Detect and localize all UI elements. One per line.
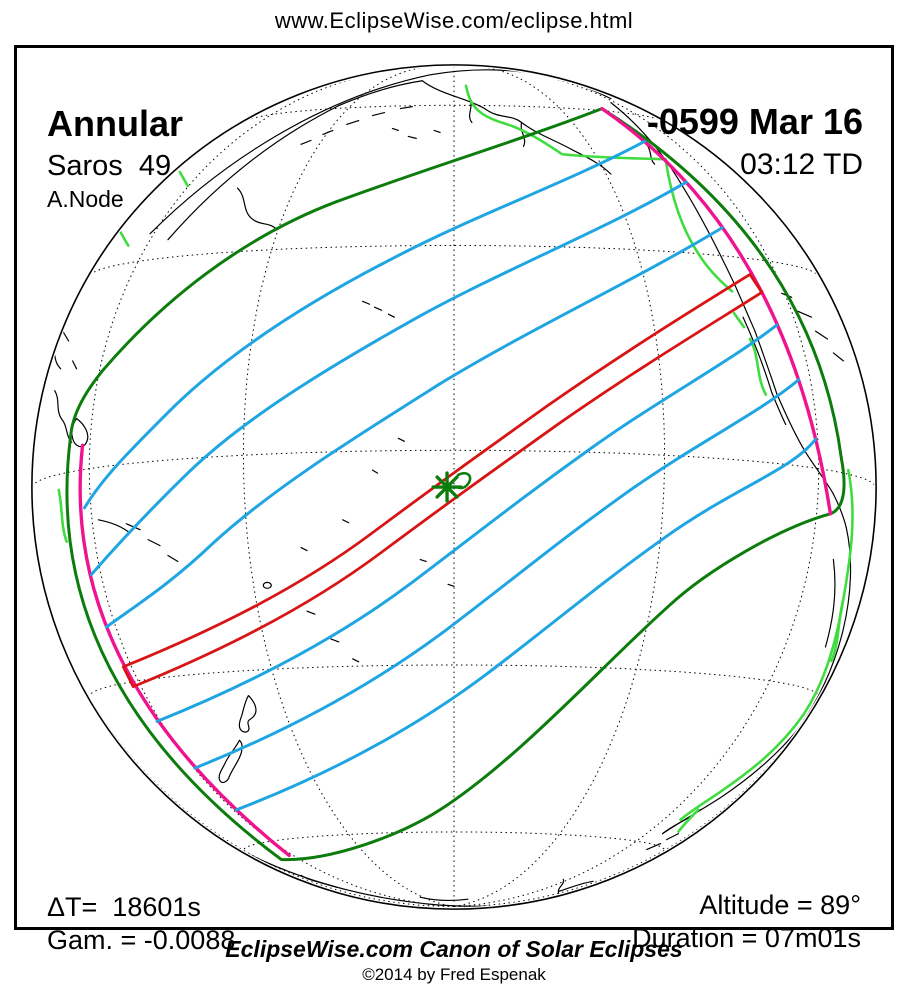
delta-t-label: ΔT= 18601s xyxy=(47,892,201,922)
eclipse-date-label: -0599 Mar 16 xyxy=(646,101,863,142)
highlighted-coast-lines xyxy=(57,84,854,833)
globe-outline xyxy=(31,64,877,910)
penumbral-limit-line xyxy=(65,107,846,861)
node-label: A.Node xyxy=(47,186,124,212)
sunrise-sunset-limit-lines xyxy=(78,106,833,858)
gamma-label: Gam. = -0.0088 xyxy=(47,925,236,955)
eclipse-map-frame: Annular Saros 49 A.Node -0599 Mar 16 03:… xyxy=(14,45,894,954)
footer-title: EclipseWise.com Canon of Solar Eclipses xyxy=(225,936,683,962)
greatest-eclipse-marker xyxy=(431,471,472,503)
eclipse-time-label: 03:12 TD xyxy=(740,148,863,181)
central-path-line xyxy=(121,273,764,689)
duration-label: Duration = 07m01s xyxy=(632,923,861,953)
globe-map xyxy=(31,64,877,910)
time-contour-lines xyxy=(83,139,818,812)
eclipse-type-label: Annular xyxy=(47,103,184,144)
footer-copyright: ©2014 by Fred Espenak xyxy=(362,965,546,984)
site-url-text: www.EclipseWise.com/eclipse.html xyxy=(274,8,634,33)
altitude-label: Altitude = 89° xyxy=(699,890,861,920)
saros-label: Saros 49 xyxy=(47,150,172,182)
